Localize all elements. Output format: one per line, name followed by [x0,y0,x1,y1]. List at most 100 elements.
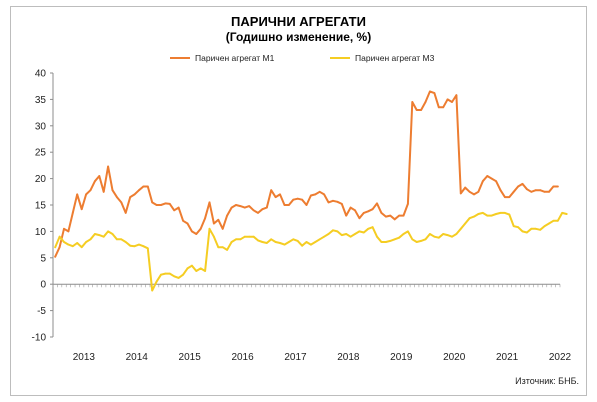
point-m3 [508,213,511,216]
point-m3 [539,228,542,231]
point-m1 [177,206,180,209]
point-m3 [208,227,211,230]
year-label: 2014 [126,352,149,363]
point-m3 [146,247,149,250]
point-m3 [63,241,65,243]
chart-frame [10,6,587,396]
point-m3 [446,234,449,237]
y-tick-label: 25 [35,148,47,159]
point-m1 [151,201,154,204]
point-m1 [204,217,207,220]
point-m1 [265,206,268,209]
point-m3 [459,227,462,230]
point-m1 [129,196,132,199]
chart-subtitle: (Годишно изменение, %) [225,30,372,44]
point-m3 [565,213,568,215]
point-m3 [380,241,383,243]
point-m3 [270,238,273,241]
point-m1 [160,204,162,206]
point-m3 [288,241,290,243]
point-m3 [248,235,251,238]
point-m1 [358,217,361,220]
point-m3 [239,238,242,241]
y-tick-label: 30 [35,121,47,132]
year-label: 2020 [443,352,466,363]
point-m3 [376,235,378,238]
point-m1 [107,165,109,168]
point-m1 [164,202,167,205]
point-m3 [367,227,370,230]
point-m3 [168,272,171,275]
point-m1 [340,203,343,205]
point-m3 [107,230,109,233]
point-m3 [133,245,136,248]
point-m1 [146,185,149,188]
year-label: 2021 [496,352,519,363]
point-m1 [213,222,215,225]
point-m1 [481,180,484,183]
point-m1 [323,193,325,196]
point-m3 [310,243,312,246]
point-m3 [213,235,215,238]
point-m1 [98,175,101,177]
point-m1 [94,180,96,183]
point-m1 [385,215,387,218]
point-m1 [301,198,303,201]
point-m1 [415,109,418,111]
point-m3 [116,238,118,241]
point-m1 [239,205,242,208]
point-m1 [508,196,511,199]
point-m1 [464,186,467,189]
point-m3 [526,231,528,234]
y-tick-label: 35 [35,95,47,106]
point-m1 [512,190,515,193]
point-m1 [468,190,471,193]
point-m1 [288,204,290,206]
point-m1 [102,190,105,193]
point-m1 [455,94,458,97]
point-m3 [80,246,83,249]
point-m3 [120,238,123,241]
point-m1 [71,212,74,214]
point-m3 [345,233,348,235]
point-m3 [389,240,392,242]
y-tick-label: 15 [35,201,47,212]
point-m3 [495,213,497,215]
point-m3 [221,246,224,249]
point-m3 [54,246,57,249]
point-m3 [98,234,101,237]
point-m3 [111,233,114,235]
point-m1 [495,180,497,183]
point-m1 [556,185,559,188]
point-m3 [274,241,277,243]
point-m3 [393,238,396,241]
point-m3 [102,235,105,238]
point-m3 [191,264,193,267]
year-label: 2016 [231,352,254,363]
point-m3 [296,240,299,242]
point-m1 [354,209,356,212]
point-m3 [398,236,400,239]
point-m3 [552,219,555,222]
point-m1 [473,193,475,196]
series-line-m1 [54,90,559,258]
point-m1 [424,101,427,103]
point-m3 [424,238,427,241]
point-m1 [199,227,202,230]
point-m3 [499,212,502,214]
point-m1 [539,189,542,192]
point-m3 [76,242,79,244]
point-m3 [371,226,374,229]
point-m3 [433,235,436,238]
point-m1 [521,183,524,185]
point-m3 [124,241,127,243]
point-m3 [490,214,493,217]
point-m3 [173,275,176,278]
year-label: 2019 [390,352,413,363]
legend-item-m1: Паричен агрегат М1 [170,53,274,63]
point-m3 [226,249,229,251]
chart-legend: Паричен агрегат М1 Паричен агрегат М3 [0,53,597,67]
point-m3 [318,238,321,241]
point-m1 [380,212,383,214]
y-tick-label: -10 [32,333,47,344]
